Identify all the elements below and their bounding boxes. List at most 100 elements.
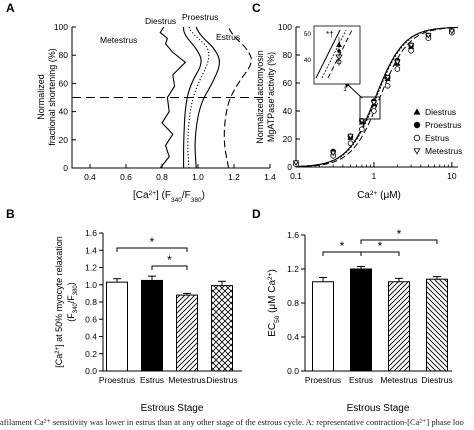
c-point-metestrus-9	[448, 28, 455, 35]
a-ytick-label-40: 40	[59, 107, 69, 117]
panel-d-ec50-bars: 0.0 0.4 0.8 1.2 1.6 * * * Proestrus Estrus Metes…	[267, 227, 453, 414]
d-significance-bracket-1	[360, 251, 400, 256]
legend-label-metestrus: Metestrus	[425, 146, 462, 156]
panel-c-atpase-activity: 0 20 40 60 80 100 0.1 1 10 *† 50 40 1 Diestrus P…	[255, 22, 462, 201]
legend-marker-metestrus	[413, 148, 421, 155]
c-ytick-label-80: 80	[283, 50, 293, 60]
panel-d-y-axis-label: EC50 (μM Ca2+)	[267, 269, 281, 337]
b-significance-bracket-0	[116, 247, 188, 252]
a-xtick-label-1-4: 1.4	[264, 172, 276, 182]
a-ytick-label-100: 100	[54, 22, 68, 32]
c-xtick-label-1: 1	[372, 171, 377, 181]
b-ytick-label-1-2: 1.2	[85, 263, 97, 273]
d-significance-bracket-2	[360, 239, 438, 244]
metestrus-curve-label: Metestrus	[100, 35, 137, 45]
c-point-estrus-6	[394, 66, 401, 72]
c-point-metestrus-6	[394, 59, 401, 66]
panel-d-x-axis-label: Estrous Stage	[347, 403, 410, 414]
a-series-diestrus-dotted-2	[187, 26, 210, 169]
b-bar-metestrus	[176, 294, 198, 372]
d-significance-label-0: *	[340, 239, 345, 253]
c-point-metestrus-2	[347, 133, 354, 140]
c-ytick-label-60: 60	[283, 78, 293, 88]
c-point-metestrus-0	[292, 160, 300, 167]
c-ytick-label-20: 20	[283, 134, 293, 144]
legend-marker-proestrus	[413, 121, 421, 129]
panel-b-y-axis-label-line-2: (F340/F380)	[66, 282, 79, 322]
c-xtick-label-10: 10	[447, 171, 457, 181]
c-ytick-label-0: 0	[287, 162, 292, 172]
proestrus-curve-label: Proestrus	[182, 12, 218, 22]
c-fit-curve-metestrus	[295, 26, 459, 167]
c-ytick-label-40: 40	[283, 106, 293, 116]
d-ytick-label-1-2: 1.2	[287, 264, 299, 274]
panel-letter-c: C	[252, 1, 261, 15]
inset-curve-1	[315, 29, 341, 79]
legend-label-estrus: Estrus	[425, 133, 449, 143]
panel-c-legend: Diestrus Proestrus Estrus Metestrus	[413, 107, 462, 156]
a-xtick-label-1-0: 1.0	[192, 172, 204, 182]
legend-label-diestrus: Diestrus	[425, 107, 456, 117]
inset-curve-2	[321, 29, 347, 79]
inset-zoom-box	[359, 96, 381, 120]
diestrus-curve-label: Diestrus	[145, 16, 176, 26]
a-xtick-label-0-4: 0.4	[84, 172, 96, 182]
a-xtick-label-0-6: 0.6	[120, 172, 132, 182]
c-point-estrus-4	[371, 108, 377, 114]
panel-letter-b: B	[6, 207, 15, 221]
d-bar-proestrus	[312, 281, 334, 372]
c-point-estrus-5	[384, 83, 391, 89]
d-bar-diestrus	[426, 278, 448, 372]
b-category-label-metestrus: Metestrus	[168, 375, 205, 385]
panel-letter-a: A	[6, 1, 15, 15]
figure-caption: afilament Ca²⁺ sensitivity was lower in …	[0, 417, 464, 427]
b-category-label-proestrus: Proestrus	[99, 375, 135, 385]
b-bar-diestrus	[211, 285, 233, 372]
inset-xtick-1: 1	[343, 86, 347, 93]
a-ytick-label-80: 80	[59, 50, 69, 60]
inset-ytick-50: 50	[304, 31, 312, 38]
d-category-label-metestrus: Metestrus	[380, 375, 417, 385]
legend-marker-estrus	[413, 134, 421, 142]
c-fit-curve-estrus	[296, 27, 458, 168]
panel-a-x-axis-label: [Ca2+] (F340/F380)	[133, 190, 205, 204]
a-ytick-label-0: 0	[63, 163, 68, 173]
d-category-label-proestrus: Proestrus	[305, 375, 341, 385]
panel-b-x-axis-label: Estrous Stage	[141, 403, 204, 414]
c-point-metestrus-8	[425, 33, 432, 39]
b-ytick-label-1-4: 1.4	[85, 245, 97, 255]
b-bar-proestrus	[106, 281, 128, 372]
panel-c-x-axis-label: Ca2+ (μM)	[357, 190, 401, 202]
b-ytick-label-1-6: 1.6	[85, 228, 97, 238]
a-series-estrus-dashed-4	[223, 26, 252, 169]
b-ytick-label-0-0: 0.0	[85, 366, 97, 376]
c-point-metestrus-7	[408, 42, 415, 49]
d-category-label-diestrus: Diestrus	[421, 375, 452, 385]
c-xtick-label-0-1: 0.1	[290, 171, 302, 181]
b-significance-label-1: *	[167, 253, 172, 267]
b-significance-bracket-1	[151, 265, 188, 270]
legend-marker-diestrus	[413, 108, 421, 115]
c-point-estrus-7	[408, 47, 414, 54]
b-bar-estrus	[141, 279, 163, 372]
d-ytick-label-0-0: 0.0	[287, 366, 299, 376]
a-series-proestrus-solid-3	[194, 26, 220, 169]
panel-c-y-axis-label-line-1: Normalized actomyosin	[255, 50, 265, 144]
inset-significance-label: *†	[326, 30, 334, 39]
a-xtick-label-0-8: 0.8	[156, 172, 168, 182]
panel-c-inset: *† 50 40 1	[304, 25, 361, 93]
panel-a-y-axis-label-line-2: fractional shortening (%)	[47, 48, 57, 146]
panel-c-y-axis-label-line-2: MgATPase activity (%)	[266, 52, 276, 142]
b-ytick-label-0-8: 0.8	[85, 297, 97, 307]
b-category-label-estrus: Estrus	[140, 375, 164, 385]
legend-label-proestrus: Proestrus	[425, 120, 461, 130]
panel-b-relaxation-bars: 0.0 0.2 0.4 0.6 0.8 1.0 1.2 1.4 1.6 * * Proestrus…	[54, 228, 242, 414]
inset-curve-3	[327, 29, 353, 79]
b-category-label-diestrus: Diestrus	[206, 375, 237, 385]
a-ytick-label-20: 20	[59, 135, 69, 145]
b-ytick-label-0-6: 0.6	[85, 314, 97, 324]
d-ytick-label-1-6: 1.6	[287, 230, 299, 240]
b-ytick-label-1-0: 1.0	[85, 280, 97, 290]
d-bar-metestrus	[388, 281, 410, 372]
